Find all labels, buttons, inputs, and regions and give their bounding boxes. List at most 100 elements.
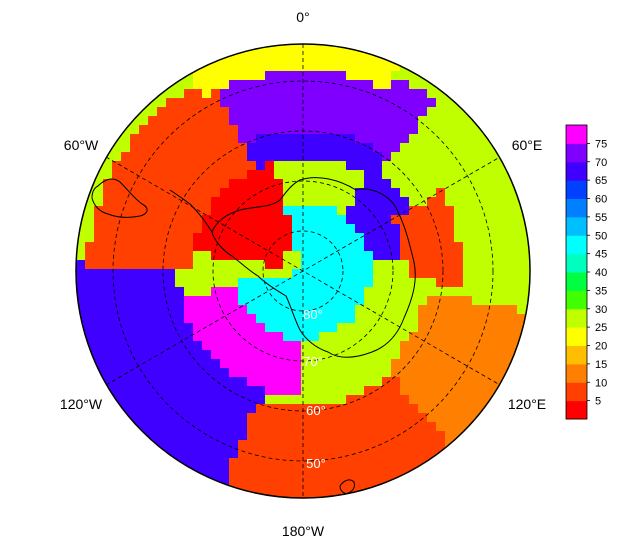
heatmap-cell [247,215,257,225]
heatmap-cell [256,269,266,279]
heatmap-cell [427,278,437,288]
heatmap-cell [184,197,194,207]
heatmap-cell [454,323,464,333]
heatmap-cell [211,296,221,306]
heatmap-cell [481,323,491,333]
heatmap-cell [337,449,347,459]
latitude-ring-80 [262,230,344,312]
heatmap-cell [211,233,221,243]
heatmap-cell [247,467,257,477]
heatmap-cell [391,53,401,63]
heatmap-cell [499,296,509,306]
heatmap-cell [418,188,428,198]
heatmap-cell [301,332,311,342]
heatmap-cell [328,116,338,126]
heatmap-cell [301,404,311,414]
heatmap-cell [418,341,428,351]
heatmap-cell [418,215,428,225]
heatmap-cell [229,80,239,90]
heatmap-cell [436,323,446,333]
heatmap-cell [202,323,212,333]
heatmap-cell [229,224,239,234]
heatmap-cell [184,440,194,450]
heatmap-cell [283,368,293,378]
heatmap-cell [445,368,455,378]
heatmap-cell [166,188,176,198]
heatmap-cell [112,143,122,153]
heatmap-cell [364,395,374,405]
heatmap-cell [301,314,311,324]
heatmap-cell [211,125,221,135]
heatmap-cell [157,179,167,189]
longitude-label-60w: 60°W [64,137,99,153]
heatmap-cell [364,386,374,396]
heatmap-cell [436,215,446,225]
heatmap-cell [157,404,167,414]
heatmap-cell [463,395,473,405]
heatmap-cell [346,161,356,171]
heatmap-cell [139,107,149,117]
heatmap-cell [355,305,365,315]
heatmap-cell [499,215,509,225]
heatmap-cell [310,242,320,252]
heatmap-cell [418,134,428,144]
heatmap-cell [463,143,473,153]
heatmap-cell [346,62,356,72]
heatmap-cell [283,224,293,234]
heatmap-cell [427,143,437,153]
heatmap-cell [445,98,455,108]
heatmap-cell [112,125,122,135]
heatmap-cell [445,404,455,414]
heatmap-cell [346,53,356,63]
heatmap-cell [472,350,482,360]
heatmap-cell [166,413,176,423]
heatmap-cell [103,170,113,180]
heatmap-cell [175,125,185,135]
heatmap-cell [166,233,176,243]
heatmap-cell [355,188,365,198]
latitude-label-50: 50° [306,456,326,471]
heatmap-cell [193,269,203,279]
heatmap-cell [373,143,383,153]
heatmap-cell [373,188,383,198]
heatmap-cell [490,188,500,198]
heatmap-cell [310,152,320,162]
heatmap-cell [112,386,122,396]
heatmap-cell [436,341,446,351]
heatmap-cell [454,305,464,315]
colorbar-tick-label: 25 [595,322,607,334]
heatmap-cell [310,206,320,216]
heatmap-cell [103,296,113,306]
heatmap-cell [373,98,383,108]
heatmap-cell [481,161,491,171]
heatmap-cell [247,377,257,387]
heatmap-cell [301,341,311,351]
heatmap-cell [490,278,500,288]
heatmap-cell [112,215,122,225]
heatmap-cell [481,314,491,324]
heatmap-cell [355,242,365,252]
heatmap-cell [337,107,347,117]
heatmap-cell [175,197,185,207]
heatmap-cell [256,485,266,495]
heatmap-cell [238,440,248,450]
heatmap-cell [94,269,104,279]
heatmap-cell [508,296,518,306]
heatmap-cell [184,449,194,459]
heatmap-cell [355,197,365,207]
heatmap-cell [490,341,500,351]
heatmap-cell [175,296,185,306]
heatmap-cell [436,287,446,297]
heatmap-cell [481,188,491,198]
heatmap-cell [337,71,347,81]
heatmap-cell [436,404,446,414]
heatmap-cell [463,98,473,108]
heatmap-cell [490,206,500,216]
heatmap-cell [373,467,383,477]
heatmap-cell [454,422,464,432]
heatmap-cell [238,341,248,351]
heatmap-cell [409,179,419,189]
heatmap-cell [103,197,113,207]
heatmap-cell [202,188,212,198]
heatmap-cell [166,368,176,378]
